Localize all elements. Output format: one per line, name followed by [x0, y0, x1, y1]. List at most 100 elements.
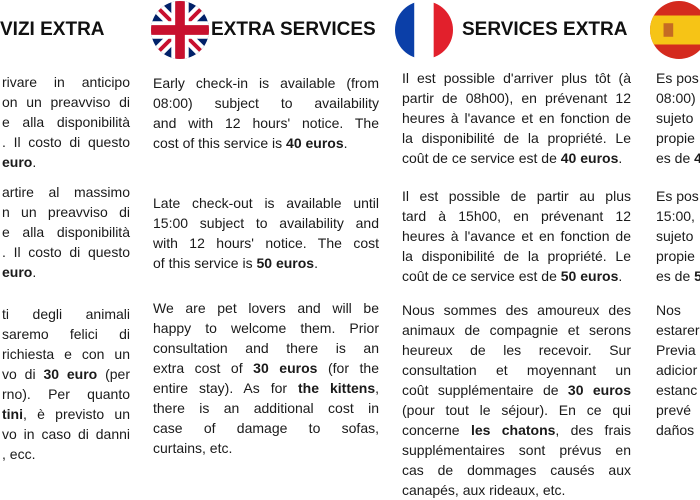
text: . — [32, 154, 37, 170]
text-line: Es pos — [656, 186, 700, 206]
bold-text: les chatons — [470, 422, 556, 438]
text-line: la disponibilité de la propriété. Le — [402, 128, 631, 148]
text: , ecc. — [2, 446, 36, 462]
text-line: saremo felici di — [2, 324, 130, 344]
text-line: coût de ce service est de 40 euros. — [402, 148, 631, 168]
text: la disponibilité de la propriété. Le — [402, 248, 631, 264]
text-line: vo di 30 euro (per — [2, 364, 130, 384]
text-line: heureux de les recevoir. Sur — [402, 340, 631, 360]
text: . — [343, 135, 348, 151]
text: es de — [656, 150, 695, 166]
text-line: propie — [656, 128, 700, 148]
text: estarer — [656, 322, 700, 338]
text-line: rno). Per quanto — [2, 384, 130, 404]
french-header: SERVICES EXTRA — [462, 19, 628, 40]
text-line: consultation et moyennant un — [402, 360, 631, 380]
english-paragraph: We are pet lovers and will be happy to we… — [153, 298, 379, 458]
text: saremo felici di — [2, 326, 130, 342]
text-line: euro. — [2, 262, 130, 282]
text: coût supplémentaire de — [402, 382, 568, 398]
spain-flag-icon — [650, 1, 700, 59]
text: coût de ce service est de — [402, 268, 561, 284]
spanish-paragraph: Es pos 08:00) sujeto propie es de 4 — [656, 68, 700, 168]
text-line: e alla disponibilità — [2, 222, 130, 242]
text-line: 08:00) — [656, 88, 700, 108]
text: , — [375, 380, 379, 396]
text: supplémentaires sont prévus en — [402, 442, 631, 458]
text-line: heures à l'avance et en fonction de — [402, 108, 631, 128]
text: 08:00) subject to availability — [153, 95, 379, 111]
text: daños — [656, 422, 695, 438]
text-line: cost of this service is 40 euros. — [153, 133, 379, 153]
text: cas de dommages causés aux — [402, 462, 631, 478]
text: Nous sommes des amoureux des — [402, 302, 631, 318]
text-line: there is an additional cost in — [153, 398, 379, 418]
text-line: of this service is 50 euros. — [153, 253, 379, 273]
bold-text: tini — [2, 406, 23, 422]
text-line: artire al massimo — [2, 182, 130, 202]
text: entire stay). As for — [153, 380, 299, 396]
text: prevé — [656, 402, 692, 418]
text-line: Late check-out is available until — [153, 193, 379, 213]
text-line: es de 5 — [656, 266, 700, 286]
bold-text: 4 — [694, 150, 700, 166]
bold-text: euro — [2, 154, 33, 170]
text: la disponibilité de la propriété. Le — [402, 130, 631, 146]
bold-text: 40 euros — [560, 150, 619, 166]
bold-text: 5 — [694, 268, 700, 284]
text-line: sujeto — [656, 108, 700, 128]
text: richiesta e con un — [2, 346, 130, 362]
text: with 12 hours' notice. The cost — [153, 235, 379, 251]
english-paragraph: Late check-out is available until 15:00 s… — [153, 193, 379, 273]
text-line: Previa — [656, 340, 700, 360]
bold-text: 50 euros — [560, 268, 619, 284]
italian-paragraph: artire al massimo n un preavviso di e alla… — [2, 182, 130, 282]
text-line: coût de ce service est de 50 euros. — [402, 266, 631, 286]
text: heures à l'avance et en fonction de — [402, 228, 631, 244]
france-flag-icon — [395, 1, 453, 59]
text: . — [618, 150, 623, 166]
text-line: Il est possible d'arriver plus tôt (à — [402, 68, 631, 88]
text-line: Nous sommes des amoureux des — [402, 300, 631, 320]
text-line: adicior — [656, 360, 700, 380]
text: rno). Per quanto — [2, 386, 130, 402]
text: . Il costo di questo — [2, 244, 130, 260]
text: , è previsto un — [23, 406, 130, 422]
text-line: n un preavviso di — [2, 202, 130, 222]
text-line: 15:00 subject to availability and — [153, 213, 379, 233]
text: , des frais — [555, 422, 632, 438]
text-line: on un preavviso di — [2, 92, 130, 112]
text: 08:00) — [656, 90, 696, 106]
spanish-paragraph: Es pos 15:00, sujeto propie es de 5 — [656, 186, 700, 286]
text-line: consultation and there is an — [153, 338, 379, 358]
text-line: sujeto — [656, 226, 700, 246]
bold-text: 30 euros — [567, 382, 631, 398]
text-line: Il est possible de partir au plus — [402, 186, 631, 206]
english-header: EXTRA SERVICES — [211, 19, 376, 40]
text: cost of this service is — [153, 135, 287, 151]
uk-flag-icon — [151, 1, 209, 59]
text: n un preavviso di — [2, 204, 130, 220]
text-line: cas de dommages causés aux — [402, 460, 631, 480]
bold-text: 30 euros — [253, 360, 318, 376]
text: there is an additional cost in — [153, 400, 379, 416]
text-line: partir de 08h00), en prévenant 12 — [402, 88, 631, 108]
text: es de — [656, 268, 695, 284]
text: Early check-in is available (from — [153, 75, 379, 91]
text: 15:00 subject to availability and — [153, 215, 379, 231]
bold-text: 40 euros — [286, 135, 344, 151]
text: . Il costo di questo — [2, 134, 130, 150]
text-line: 15:00, — [656, 206, 700, 226]
text: 15:00, — [656, 208, 695, 224]
text: on un preavviso di — [2, 94, 130, 110]
text: (for the — [317, 360, 379, 376]
text: partir de 08h00), en prévenant 12 — [402, 90, 631, 106]
text-line: Early check-in is available (from — [153, 73, 379, 93]
text-line: tini, è previsto un — [2, 404, 130, 424]
french-paragraph: Nous sommes des amoureux des animaux de c… — [402, 300, 631, 500]
text: artire al massimo — [2, 184, 130, 200]
text: and with 12 hours' notice. The — [153, 115, 379, 131]
text: heures à l'avance et en fonction de — [402, 110, 631, 126]
text-line: case of damage to sofas, — [153, 418, 379, 438]
text-line: and with 12 hours' notice. The — [153, 113, 379, 133]
